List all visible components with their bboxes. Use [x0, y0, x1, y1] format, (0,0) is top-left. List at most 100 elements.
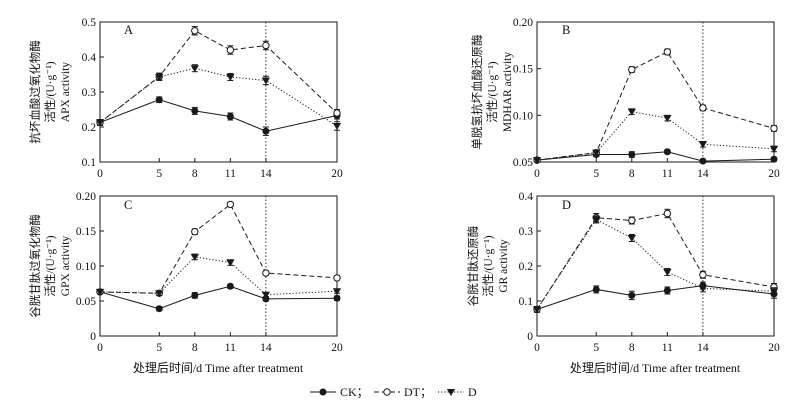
series-line	[536, 218, 775, 310]
data-point	[261, 77, 271, 85]
y-tick-label: 0.05	[76, 296, 96, 308]
data-point	[628, 216, 636, 225]
data-point	[190, 253, 199, 261]
x-tick-label: 5	[156, 342, 162, 354]
x-tick-label: 8	[192, 342, 198, 354]
chart-panel-a: 0.1 0.2 0.3 0.4 0.5 0 5 8 11 14 20 A 抗坏血酸过氧化物酶 活性/(U·…	[28, 17, 343, 180]
legend-label: D	[468, 385, 477, 399]
y-tick-label: 0	[90, 331, 96, 343]
legend-marker	[446, 388, 456, 397]
y-tick-label: 0.3	[82, 87, 97, 99]
panel-letter: D	[562, 198, 571, 212]
data-point	[155, 96, 163, 104]
data-point	[769, 145, 779, 153]
data-point	[663, 287, 671, 294]
data-point	[226, 73, 235, 81]
plot-frame	[536, 21, 775, 163]
x-tick-label: 20	[331, 168, 343, 180]
x-tick-label: 20	[768, 168, 780, 180]
y-tick-label: 0	[527, 331, 533, 343]
y-tick-label: 0.2	[82, 122, 97, 134]
data-point	[592, 216, 601, 224]
data-point	[698, 285, 708, 293]
x-tick-label: 0	[534, 342, 540, 354]
data-point	[191, 228, 199, 236]
data-point	[699, 157, 707, 165]
x-tick-label: 11	[662, 342, 673, 354]
y-tick-label: 0.20	[513, 17, 533, 29]
data-point	[155, 305, 163, 313]
y-tick-label: 0.2	[519, 261, 534, 273]
series-line	[99, 256, 338, 296]
x-tick-label: 20	[331, 342, 343, 354]
data-point	[190, 65, 199, 73]
y-axis-label: 活性/(U·g⁻¹)	[485, 61, 499, 122]
data-point	[532, 306, 542, 314]
series-dt	[533, 208, 778, 314]
y-axis-label: MDHAR activity	[502, 52, 514, 132]
chart-panel-c: 0 0.05 0.10 0.15 0.20 0 5 8 11 14 20 C 谷胱甘肽过氧化物酶 活性/(…	[28, 191, 343, 354]
data-point	[663, 48, 672, 56]
x-axis-label: 处理后时间/d Time after treatment	[133, 361, 304, 375]
data-point	[663, 209, 672, 218]
y-tick-label: 0.10	[513, 110, 533, 122]
x-tick-label: 11	[225, 168, 236, 180]
y-axis-label: GR activity	[498, 239, 510, 293]
y-axis-label: APX activity	[60, 62, 72, 123]
series-line	[99, 67, 338, 127]
x-tick-label: 11	[662, 168, 673, 180]
x-tick-label: 14	[697, 342, 709, 354]
data-point	[770, 155, 778, 163]
y-tick-label: 0.1	[82, 157, 97, 169]
x-tick-label: 5	[156, 168, 162, 180]
data-point	[155, 73, 164, 81]
data-point	[226, 113, 234, 120]
data-point	[627, 235, 636, 243]
legend: CK； DT； D	[310, 385, 477, 399]
data-point	[155, 290, 164, 298]
chart-panel-b: 0.05 0.10 0.15 0.20 0 5 8 11 14 20 B 单脱氢抗坏血酸还原酶 活性/(…	[470, 17, 780, 180]
y-tick-label: 0.5	[82, 17, 97, 29]
data-point	[663, 148, 671, 156]
data-point	[592, 285, 600, 293]
data-point	[770, 124, 778, 133]
legend-label: DT；	[404, 385, 432, 399]
x-tick-label: 11	[225, 342, 236, 354]
y-axis-label: 单脱氢抗坏血酸还原酶	[470, 35, 484, 150]
y-tick-label: 0.3	[519, 226, 534, 238]
data-point	[333, 109, 341, 117]
chart-panel-d: 0 0.1 0.2 0.3 0.4 0 5 8 11 14 20 D 谷胱甘肽还原酶 活性/(U·g⁻¹)…	[466, 191, 780, 354]
x-tick-label: 5	[593, 168, 599, 180]
plot-frame	[99, 195, 338, 337]
data-point	[332, 288, 342, 296]
x-tick-label: 5	[593, 342, 599, 354]
series-ck	[96, 282, 341, 313]
data-point	[663, 115, 672, 123]
y-axis-label: 谷胱甘肽还原酶	[466, 226, 480, 307]
data-point	[628, 291, 636, 299]
data-point	[191, 27, 199, 35]
x-tick-label: 8	[629, 168, 635, 180]
series-ck	[533, 281, 778, 313]
y-axis-label: 活性/(U·g⁻¹)	[43, 61, 57, 122]
x-tick-label: 14	[697, 168, 709, 180]
data-point	[262, 269, 270, 277]
y-axis-label: 谷胱甘肽过氧化物酶	[28, 214, 42, 318]
panel-letter: C	[124, 198, 132, 212]
y-axis-label: 活性/(U·g⁻¹)	[43, 235, 57, 296]
data-point	[592, 149, 601, 157]
series-line	[536, 285, 775, 310]
series-line	[99, 30, 338, 123]
series-line	[536, 111, 775, 161]
panel-letter: A	[124, 23, 133, 37]
y-tick-label: 0.05	[513, 157, 533, 169]
y-axis-label: 活性/(U·g⁻¹)	[481, 235, 495, 296]
x-tick-label: 20	[768, 342, 780, 354]
y-tick-label: 0.4	[82, 52, 97, 64]
series-d	[532, 108, 779, 165]
data-point	[628, 65, 636, 74]
data-point	[226, 46, 235, 54]
data-point	[333, 294, 341, 302]
plot-frame	[99, 21, 338, 163]
